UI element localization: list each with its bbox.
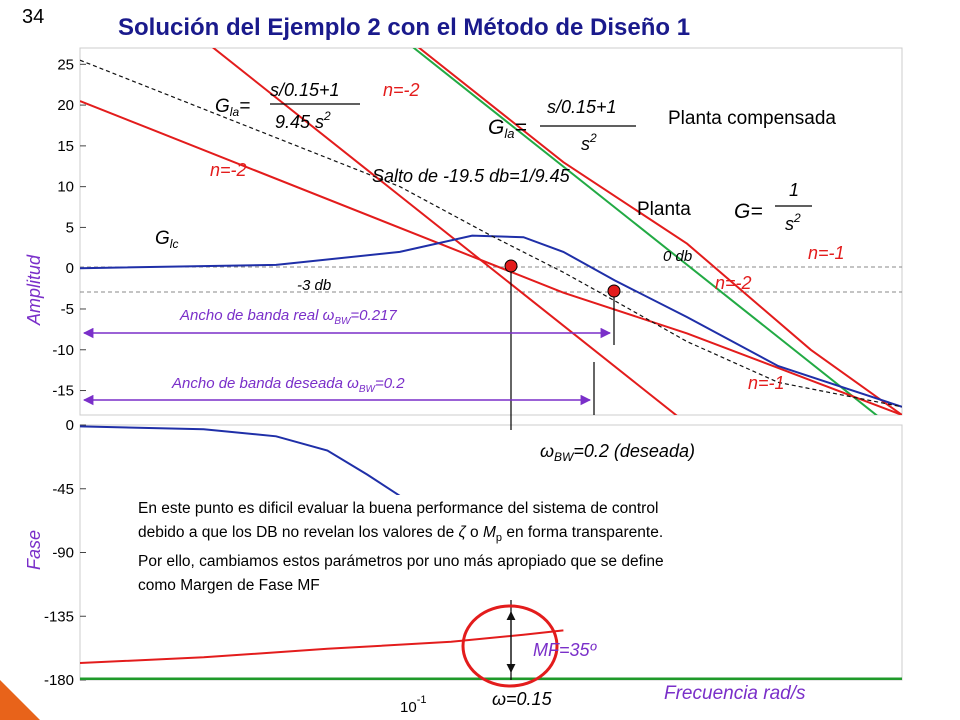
g-label: G= bbox=[734, 200, 763, 223]
amp-tick-label-5: 0 bbox=[66, 260, 74, 277]
gla1-label: Gla= bbox=[215, 96, 250, 119]
phase-axis-label: Fase bbox=[24, 530, 44, 570]
gla2-numerator: s/0.15+1 bbox=[547, 97, 617, 117]
explanation-note: En este punto es dificil evaluar la buen… bbox=[132, 495, 884, 601]
ph-tick-label-1: -45 bbox=[52, 481, 74, 498]
amp-tick-label-7: -10 bbox=[52, 342, 74, 359]
note-line-2: debido a que los DB no revelan los valor… bbox=[138, 524, 664, 545]
salto-label: Salto de -19.5 db=1/9.45 bbox=[372, 166, 571, 186]
amp-series-3 bbox=[80, 100, 902, 415]
n-minus1-right-label: n=-1 bbox=[808, 243, 845, 263]
ph-tick-label-3: -135 bbox=[44, 608, 74, 625]
planta-compensada-label: Planta compensada bbox=[668, 108, 836, 129]
mf-highlight-circle bbox=[461, 604, 559, 688]
glc-label: Glc bbox=[155, 228, 178, 251]
gla2-denominator: s2 bbox=[581, 131, 597, 154]
ph-tick-label-4: -180 bbox=[44, 672, 74, 689]
ph-tick-label-0: 0 bbox=[66, 417, 74, 434]
ph-series-1 bbox=[80, 629, 564, 664]
minus3-db-label: -3 db bbox=[297, 277, 331, 294]
note-line-4: como Margen de Fase MF bbox=[138, 577, 320, 595]
g-numerator: 1 bbox=[789, 180, 799, 200]
bw-des-label: Ancho de banda deseada ωBW=0.2 bbox=[171, 375, 405, 395]
amp-tick-label-0: 25 bbox=[57, 56, 74, 73]
amplitude-y-ticks: 25 20 15 10 5 0 -5 -10 -15 bbox=[52, 56, 86, 400]
amp-tick-label-8: -15 bbox=[52, 383, 74, 400]
phase-y-ticks: 0 -45 -90 -135 -180 bbox=[44, 417, 86, 689]
n-minus2-left-label: n=-2 bbox=[210, 160, 247, 180]
amp-series-0 bbox=[211, 48, 678, 415]
amp-series-4 bbox=[80, 234, 902, 408]
amp-series-2 bbox=[412, 48, 878, 415]
gla2-label: Gla= bbox=[488, 116, 527, 141]
ph-tick-label-2: -90 bbox=[52, 545, 74, 562]
amplitude-series bbox=[80, 48, 902, 415]
w015-label: ω=0.15 bbox=[492, 689, 553, 709]
bw-real-point bbox=[607, 284, 621, 298]
ph-series-0 bbox=[80, 425, 401, 497]
n-minus2-top-label: n=-2 bbox=[383, 80, 420, 100]
g-denominator: s2 bbox=[785, 211, 801, 234]
amp-tick-label-6: -5 bbox=[61, 301, 74, 318]
mf-label: MF=35º bbox=[533, 640, 598, 660]
phase-series bbox=[80, 425, 902, 680]
n-minus1-bottom-label: n=-1 bbox=[748, 373, 785, 393]
bw-desired-point bbox=[504, 259, 518, 273]
amplitude-axis-label: Amplitud bbox=[24, 254, 44, 326]
amp-tick-label-1: 20 bbox=[57, 97, 74, 114]
amp-tick-label-4: 5 bbox=[66, 219, 74, 236]
slide-number: 34 bbox=[22, 6, 45, 28]
note-line-3: Por ello, cambiamos estos parámetros por… bbox=[138, 553, 664, 571]
frequency-axis-label: Frecuencia rad/s bbox=[664, 683, 806, 704]
zero-db-label: 0 db bbox=[663, 248, 692, 265]
note-line-1: En este punto es dificil evaluar la buen… bbox=[138, 500, 659, 517]
corner-decoration bbox=[0, 680, 40, 720]
wbw-desired-label: ωBW=0.2 (deseada) bbox=[540, 441, 695, 464]
gla1-numerator: s/0.15+1 bbox=[270, 80, 340, 100]
amplitude-frame bbox=[79, 47, 903, 416]
x-tick-label: 10-1 bbox=[400, 694, 426, 716]
amp-series-1 bbox=[417, 48, 902, 415]
gla1-denominator: 9.45 s2 bbox=[275, 109, 331, 132]
planta-label: Planta bbox=[637, 199, 691, 220]
amp-tick-label-2: 15 bbox=[57, 138, 74, 155]
n-minus2-right-label: n=-2 bbox=[715, 273, 752, 293]
slide-title: Solución del Ejemplo 2 con el Método de … bbox=[118, 14, 691, 41]
amp-tick-label-3: 10 bbox=[57, 179, 74, 196]
bw-real-label: Ancho de banda real ωBW=0.217 bbox=[179, 307, 397, 327]
